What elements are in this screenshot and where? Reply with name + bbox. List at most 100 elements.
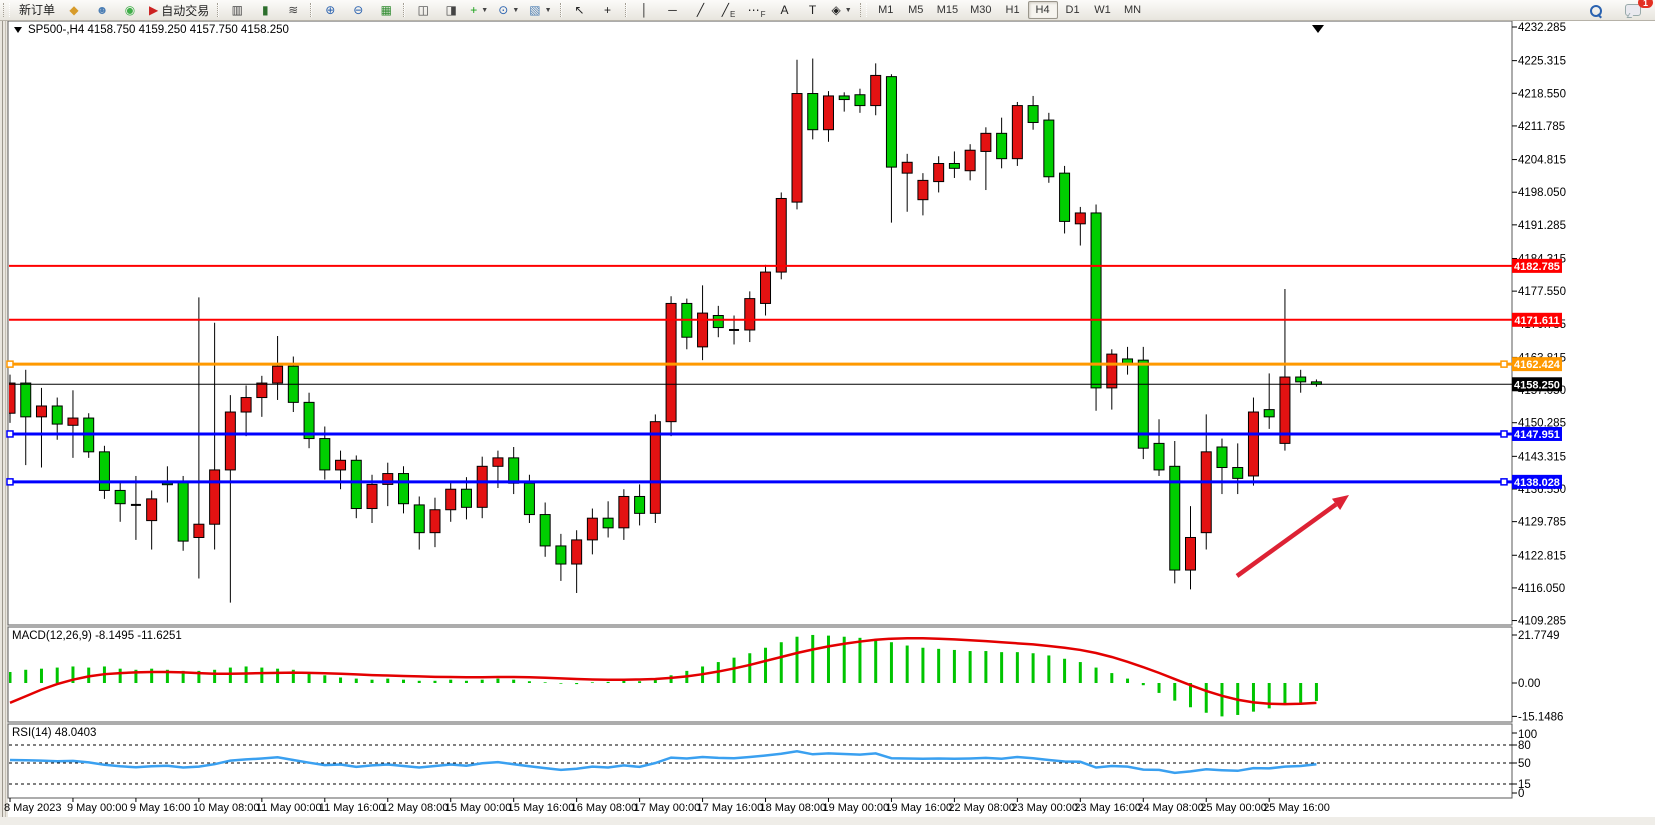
- timeframe-m15[interactable]: M15: [936, 4, 959, 16]
- new-order-button[interactable]: 新订单: [14, 0, 60, 20]
- svg-text:4162.424: 4162.424: [1514, 359, 1561, 371]
- new-order-button-label: 新订单: [19, 3, 56, 18]
- toolbar-separator: [403, 3, 406, 18]
- svg-text:0: 0: [1518, 788, 1524, 800]
- charts-list-button[interactable]: ◫: [409, 0, 437, 20]
- equidistant-channel-button[interactable]: ╱ E: [715, 0, 743, 20]
- auto-trading-button[interactable]: ▶ 自动交易: [144, 0, 214, 20]
- bar-chart-button[interactable]: ▥: [223, 0, 251, 20]
- line-chart-button[interactable]: ≋: [279, 0, 307, 20]
- fibonacci-button[interactable]: ⋯ F: [743, 0, 771, 20]
- status-strip: [0, 817, 1655, 825]
- timeframe-m30[interactable]: M30: [970, 4, 992, 16]
- chart-shift-marker-icon[interactable]: [1312, 25, 1324, 33]
- svg-text:100: 100: [1518, 729, 1537, 741]
- charts-list-icon: ◫: [417, 3, 429, 18]
- svg-text:4171.611: 4171.611: [1514, 315, 1559, 327]
- crosshair-icon: +: [604, 3, 612, 18]
- data-window-button[interactable]: ◨: [437, 0, 465, 20]
- rsi-plot: [9, 750, 1317, 775]
- profile-button[interactable]: ☻: [88, 0, 116, 20]
- timeframe-m1[interactable]: M1: [878, 4, 894, 16]
- line-drag-handle[interactable]: [6, 478, 14, 486]
- svg-text:12 May 08:00: 12 May 08:00: [382, 802, 449, 814]
- text-button[interactable]: A: [771, 0, 799, 20]
- bar-chart-icon: ▥: [231, 3, 243, 18]
- line-drag-handle[interactable]: [1500, 430, 1508, 438]
- svg-text:4232.285: 4232.285: [1518, 22, 1566, 34]
- svg-text:19 May 16:00: 19 May 16:00: [885, 802, 952, 814]
- toolbar-separator: [310, 3, 313, 18]
- zoom-in-button[interactable]: ⊕: [316, 0, 344, 20]
- chart-header: SP500-,H4 4158.750 4159.250 4157.750 415…: [14, 24, 289, 36]
- cursor-icon: ↖: [574, 3, 585, 18]
- svg-text:-15.1486: -15.1486: [1518, 711, 1563, 723]
- fibonacci-icon: ⋯: [747, 3, 760, 18]
- svg-text:4138.028: 4138.028: [1514, 477, 1560, 489]
- toolbar: 新订单 ◆ ☻ ◉ ▶ 自动交易 ▥ ▮ ≋ ⊕ ⊖ ▦ ◫ ◨ + ▼ ⊙ ▼ ▧ ▼ ↖ + │ ─ ╱ ╱ E ⋯ F A T ◈ ▼ M…: [0, 0, 1655, 21]
- text-label-icon: T: [808, 3, 817, 18]
- price-badge-4182.785: 4182.785: [1512, 258, 1562, 273]
- crosshair-button[interactable]: +: [594, 0, 622, 20]
- period-clock-icon: ⊙: [498, 3, 509, 18]
- add-indicator-button[interactable]: + ▼: [465, 0, 493, 20]
- template-button[interactable]: ▧ ▼: [524, 0, 556, 20]
- chart-menu-caret-icon[interactable]: [14, 27, 22, 33]
- macd-panel: [7, 626, 1513, 723]
- notifications-button[interactable]: 1: [1619, 0, 1653, 20]
- styler-bucket-icon: ◆: [69, 3, 79, 18]
- line-chart-icon: ≋: [288, 3, 299, 18]
- candle-chart-button[interactable]: ▮: [251, 0, 279, 20]
- trendline-button[interactable]: ╱: [687, 0, 715, 20]
- cursor-button[interactable]: ↖: [566, 0, 594, 20]
- line-drag-handle[interactable]: [6, 360, 14, 368]
- zoom-out-button[interactable]: ⊖: [344, 0, 372, 20]
- timeframe-w1[interactable]: W1: [1094, 4, 1111, 16]
- toolbar-right: 1: [1581, 0, 1655, 20]
- svg-text:4143.315: 4143.315: [1518, 451, 1566, 463]
- period-clock-button[interactable]: ⊙ ▼: [493, 0, 524, 20]
- sub-label: F: [760, 10, 766, 20]
- shapes-button[interactable]: ◈ ▼: [827, 0, 857, 20]
- timeframe-h1[interactable]: H1: [1005, 4, 1020, 16]
- timeframe-h4[interactable]: H4: [1027, 1, 1058, 19]
- line-drag-handle[interactable]: [1500, 478, 1508, 486]
- svg-text:15 May 16:00: 15 May 16:00: [508, 802, 575, 814]
- vertical-line-button[interactable]: │: [631, 0, 659, 20]
- search-button[interactable]: [1581, 0, 1609, 20]
- timeframe-mn[interactable]: MN: [1123, 4, 1142, 16]
- svg-text:15 May 00:00: 15 May 00:00: [445, 802, 512, 814]
- timeframe-bar: M1 M5 M15 M30 H1 H4 D1 W1 MN: [871, 1, 1148, 19]
- svg-text:4158.250: 4158.250: [1514, 379, 1560, 391]
- svg-text:11 May 16:00: 11 May 16:00: [319, 802, 385, 814]
- price-chart[interactable]: SP500-,H4 4158.750 4159.250 4157.750 415…: [0, 20, 1655, 825]
- signals-button[interactable]: ◉: [116, 0, 144, 20]
- hline-4138.028[interactable]: [6, 478, 1512, 486]
- chart-title: SP500-,H4 4158.750 4159.250 4157.750 415…: [28, 24, 289, 36]
- price-badge-4138.028: 4138.028: [1512, 474, 1562, 489]
- toolbar-grip[interactable]: [3, 3, 10, 17]
- toolbar-separator: [559, 3, 562, 18]
- styler-bucket-button[interactable]: ◆: [60, 0, 88, 20]
- svg-text:15: 15: [1518, 779, 1531, 791]
- hline-4147.951[interactable]: [6, 430, 1512, 438]
- svg-text:50: 50: [1518, 758, 1531, 770]
- horizontal-line-button[interactable]: ─: [659, 0, 687, 20]
- zoom-out-icon: ⊖: [353, 3, 364, 18]
- toolbar-grip[interactable]: [859, 3, 867, 17]
- line-drag-handle[interactable]: [1500, 360, 1508, 368]
- svg-text:4218.550: 4218.550: [1518, 88, 1566, 100]
- trend-arrow-annotation[interactable]: [1235, 495, 1349, 578]
- text-label-button[interactable]: T: [799, 0, 827, 20]
- window-splitter[interactable]: [0, 21, 8, 825]
- svg-text:18 May 08:00: 18 May 08:00: [760, 802, 827, 814]
- time-axis[interactable]: 8 May 2023 9 May 00:00 9 May 16:00 10 May 0…: [4, 798, 1330, 814]
- timeframe-m5[interactable]: M5: [908, 4, 924, 16]
- tile-windows-button[interactable]: ▦: [372, 0, 400, 20]
- svg-text:4211.785: 4211.785: [1518, 121, 1565, 133]
- add-indicator-icon: +: [470, 3, 478, 18]
- line-drag-handle[interactable]: [6, 430, 14, 438]
- hline-4162.424[interactable]: [6, 360, 1512, 368]
- macd-plot: [9, 634, 1318, 717]
- timeframe-d1[interactable]: D1: [1065, 4, 1080, 16]
